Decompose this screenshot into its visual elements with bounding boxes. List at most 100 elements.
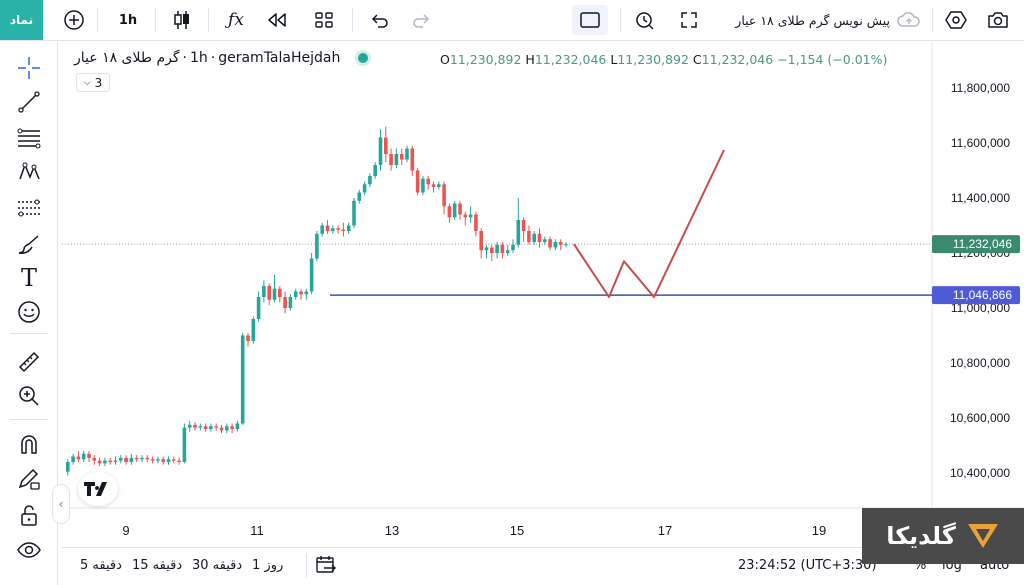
high-label: H bbox=[525, 52, 535, 67]
smiley-icon bbox=[18, 301, 40, 323]
rectangle-icon bbox=[580, 12, 600, 28]
close-value: 11,232,046 bbox=[701, 52, 774, 67]
indicators-collapse-button[interactable]: ⌵ 3 bbox=[76, 73, 110, 92]
y-tick-label: 11,000,000 bbox=[951, 301, 1010, 315]
top-toolbar: نماد 1h ƒx پیش نویس گرم طلای ۱۸ عیار bbox=[0, 0, 1024, 41]
bottom-toolbar: دقیقه 5 دقیقه 15 دقیقه 30 روز 1 23:24:52… bbox=[62, 547, 1024, 585]
replay-button[interactable] bbox=[262, 6, 292, 34]
emoji-tool[interactable] bbox=[14, 297, 44, 327]
candle-body bbox=[87, 453, 91, 458]
candle-body bbox=[346, 225, 351, 231]
brand-name: گلدیکا bbox=[886, 522, 956, 550]
candle-body bbox=[537, 233, 542, 242]
zoom-tool[interactable] bbox=[14, 381, 44, 411]
indicators-button[interactable]: ƒx bbox=[222, 6, 250, 34]
candle-body bbox=[71, 456, 75, 462]
range-button[interactable]: دقیقه 15 bbox=[132, 558, 183, 573]
pattern-icon bbox=[19, 162, 40, 180]
indicator-count: 3 bbox=[94, 75, 103, 90]
candle-body bbox=[500, 244, 505, 253]
candle-body bbox=[108, 460, 112, 462]
undo-icon bbox=[371, 14, 388, 28]
candle-body bbox=[389, 154, 393, 165]
market-status-dot[interactable] bbox=[358, 53, 369, 63]
alert-button[interactable] bbox=[632, 6, 658, 34]
candle-body bbox=[378, 137, 383, 165]
undo-button[interactable] bbox=[365, 6, 393, 34]
fullscreen-button[interactable] bbox=[572, 5, 608, 35]
settings-button[interactable] bbox=[942, 6, 970, 34]
candle-body bbox=[521, 220, 526, 231]
text-tool[interactable]: T bbox=[14, 263, 44, 293]
candle-body bbox=[235, 423, 240, 429]
fib-tool[interactable] bbox=[14, 123, 44, 153]
candle-body bbox=[468, 214, 473, 218]
divider bbox=[620, 8, 621, 32]
alert-clock-icon bbox=[636, 12, 654, 30]
y-tick-label: 11,400,000 bbox=[951, 191, 1010, 205]
save-cloud-button[interactable] bbox=[894, 6, 924, 34]
redo-button[interactable] bbox=[408, 6, 436, 34]
candle-body bbox=[156, 459, 160, 461]
hexagon-settings-icon bbox=[945, 11, 967, 29]
symbol-legend[interactable]: گرم طلای ۱۸ عیار · 1h · geramTalaHejdah bbox=[74, 50, 369, 66]
brand-watermark: گلدیکا bbox=[862, 508, 1024, 564]
range-button[interactable]: روز 1 bbox=[252, 558, 284, 573]
candle-body bbox=[341, 229, 346, 231]
divider bbox=[932, 8, 933, 32]
chart-type-button[interactable] bbox=[168, 6, 196, 34]
brand-logo-icon bbox=[967, 524, 998, 548]
chart-title[interactable]: پیش نویس گرم طلای ۱۸ عیار bbox=[735, 12, 890, 28]
draw-mode-tool[interactable] bbox=[14, 465, 44, 495]
candle-body bbox=[113, 460, 118, 462]
expand-button[interactable] bbox=[676, 6, 702, 34]
pattern-tool[interactable] bbox=[14, 157, 44, 187]
candle-body bbox=[225, 426, 229, 431]
add-symbol-button[interactable] bbox=[60, 6, 88, 34]
visibility-tool[interactable] bbox=[14, 535, 44, 565]
goto-date-button[interactable] bbox=[314, 554, 338, 580]
forecast-tool[interactable] bbox=[14, 193, 44, 223]
snapshot-button[interactable] bbox=[984, 6, 1012, 34]
candle-body bbox=[198, 426, 203, 428]
candle-body bbox=[437, 184, 441, 187]
range-button[interactable]: دقیقه 30 bbox=[192, 558, 243, 573]
collapse-toolbar-button[interactable]: ‹ bbox=[52, 484, 70, 524]
trend-line-tool[interactable] bbox=[14, 87, 44, 117]
candle-body bbox=[145, 457, 150, 460]
candle-body bbox=[320, 225, 324, 234]
candle-body bbox=[119, 457, 123, 461]
measure-tool[interactable] bbox=[14, 347, 44, 377]
candle-body bbox=[256, 297, 261, 319]
divider bbox=[155, 8, 156, 32]
ohlc-values: O11,230,892 H11,232,046 L11,230,892 C11,… bbox=[440, 52, 887, 67]
candle-body bbox=[246, 335, 250, 341]
candles-icon bbox=[174, 11, 189, 29]
candle-body bbox=[193, 424, 197, 428]
clock-timezone[interactable]: 23:24:52 (UTC+3:30) bbox=[738, 558, 877, 573]
layout-button[interactable] bbox=[310, 6, 338, 34]
candle-body bbox=[410, 148, 415, 171]
open-value: 11,230,892 bbox=[449, 52, 522, 67]
candle-body bbox=[368, 176, 372, 185]
price-chart[interactable]: 11,800,00011,600,00011,400,00011,200,000… bbox=[62, 42, 1024, 547]
candle-body bbox=[304, 291, 309, 295]
x-tick-label: 15 bbox=[510, 523, 524, 538]
expand-icon bbox=[681, 12, 697, 28]
lock-tool[interactable] bbox=[14, 501, 44, 531]
symbol-search-button[interactable]: نماد bbox=[0, 0, 43, 40]
tradingview-logo[interactable] bbox=[78, 472, 118, 506]
lock-icon bbox=[21, 505, 37, 526]
last-price-tag bbox=[932, 235, 1020, 254]
candle-body bbox=[177, 460, 181, 462]
candle-body bbox=[150, 459, 155, 461]
magnet-tool[interactable] bbox=[14, 429, 44, 459]
x-tick-label: 17 bbox=[658, 523, 672, 538]
brush-tool[interactable] bbox=[14, 229, 44, 259]
interval-button[interactable]: 1h bbox=[118, 12, 138, 28]
tv-logo-icon bbox=[84, 482, 107, 496]
range-button[interactable]: دقیقه 5 bbox=[80, 558, 122, 573]
candle-body bbox=[161, 459, 165, 462]
crosshair-tool[interactable] bbox=[14, 53, 44, 83]
x-tick-label: 13 bbox=[385, 523, 399, 538]
